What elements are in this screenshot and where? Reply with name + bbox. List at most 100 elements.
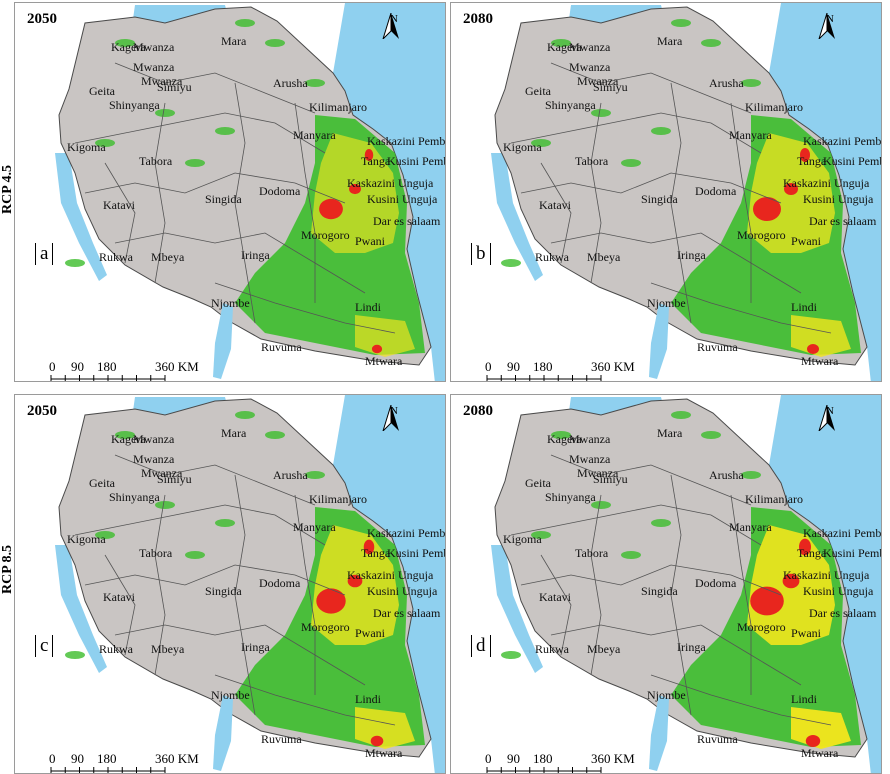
lake-tanganyika	[491, 153, 543, 281]
region-label: Singida	[205, 192, 242, 206]
region-label: Morogoro	[737, 228, 786, 242]
region-label: Arusha	[273, 468, 308, 482]
region-label: Kagera	[111, 40, 146, 54]
region-label: Tabora	[575, 546, 609, 560]
region-label: Pwani	[791, 234, 822, 248]
region-label: Mwanza	[569, 40, 611, 54]
indian-ocean	[769, 395, 881, 773]
region-label: Singida	[641, 192, 678, 206]
scale-label: 360 KM	[155, 751, 199, 766]
suitability-zones	[501, 19, 861, 357]
row-label-rcp45: RCP 4.5	[0, 165, 15, 215]
panel-year: 2050	[27, 11, 57, 27]
scale-label: 90	[71, 751, 84, 766]
region-label: Lindi	[355, 300, 382, 314]
region-label: Ruvuma	[697, 340, 738, 354]
region-label: Pwani	[791, 626, 822, 640]
region-label: Kaskazini Unguja	[783, 568, 870, 582]
regional-borders	[510, 454, 832, 726]
region-label: Kilimanjaro	[745, 492, 803, 506]
region-label: Mtwara	[365, 746, 403, 760]
lake-tanganyika	[55, 545, 107, 673]
scale-label: 0	[485, 751, 492, 766]
north-arrow-icon: N	[817, 13, 843, 39]
scale-bar	[50, 767, 166, 773]
region-label: Mwanza	[577, 466, 619, 480]
region-label: Mwanza	[133, 40, 175, 54]
indian-ocean	[769, 3, 881, 381]
region-label: Kaskazini Unguja	[347, 568, 434, 582]
region-label: Kigoma	[67, 140, 106, 154]
region-label: Mwanza	[133, 432, 175, 446]
region-label: Tanga	[797, 546, 827, 560]
region-label: Shinyanga	[545, 98, 596, 112]
scale-label: 360 KM	[591, 359, 635, 374]
region-label: Rukwa	[535, 642, 570, 656]
scale-label: 180	[533, 751, 553, 766]
region-label: Njombe	[211, 296, 250, 310]
scale-label: 0	[485, 359, 492, 374]
region-label: Morogoro	[301, 228, 350, 242]
region-label: Kaskazini Unguja	[347, 176, 434, 190]
region-label: Mtwara	[801, 746, 839, 760]
region-label: Geita	[89, 476, 116, 490]
map-panel-a: Kagera Mwanza Mara Mwanza Mwanza Geita Simiyu S…	[14, 2, 446, 382]
region-label: Kagera	[547, 432, 582, 446]
regional-borders	[510, 62, 832, 334]
region-label: Iringa	[241, 248, 270, 262]
region-label: Kusini Unguja	[367, 192, 438, 206]
north-label: N	[826, 13, 834, 25]
suitability-zones	[65, 19, 425, 357]
region-label: Kigoma	[503, 532, 542, 546]
scale-label: 360 KM	[591, 751, 635, 766]
region-label: Singida	[205, 584, 242, 598]
region-label: Rukwa	[99, 250, 134, 264]
region-label: Mwanza	[569, 452, 611, 466]
panel-letter: d	[471, 635, 491, 657]
region-label: Kusini Unguja	[367, 584, 438, 598]
region-label: Njombe	[211, 688, 250, 702]
region-label: Lindi	[791, 300, 818, 314]
region-label: Rukwa	[535, 250, 570, 264]
region-label: Dodoma	[259, 184, 301, 198]
region-label: Mara	[657, 426, 683, 440]
suitability-zones	[65, 411, 425, 749]
region-label: Geita	[525, 84, 552, 98]
region-label: Mwanza	[141, 466, 183, 480]
region-label: Tabora	[139, 546, 173, 560]
north-label: N	[826, 405, 834, 417]
region-label: Dodoma	[695, 576, 737, 590]
region-label: Iringa	[241, 640, 270, 654]
row-label-rcp85: RCP 8.5	[0, 545, 15, 595]
region-label: Kilimanjaro	[309, 100, 367, 114]
panel-letter: b	[471, 243, 491, 265]
region-label: Kusini Pemba	[823, 154, 882, 168]
region-label: Mtwara	[365, 354, 403, 368]
north-label: N	[390, 405, 398, 417]
region-label: Tabora	[139, 154, 173, 168]
panel-year: 2050	[27, 403, 57, 419]
scale-label: 90	[507, 359, 520, 374]
north-arrow-icon: N	[381, 13, 407, 39]
indian-ocean	[333, 3, 445, 381]
region-label: Manyara	[729, 520, 772, 534]
region-label: Kusini Unguja	[803, 192, 874, 206]
region-label: Kagera	[111, 432, 146, 446]
region-label: Mtwara	[801, 354, 839, 368]
scale-label: 360 KM	[155, 359, 199, 374]
region-label: Shinyanga	[109, 98, 160, 112]
panel-year: 2080	[463, 403, 493, 419]
region-label: Njombe	[647, 688, 686, 702]
panel-year: 2080	[463, 11, 493, 27]
lake-nyasa	[213, 695, 233, 771]
region-label: Katavi	[539, 590, 572, 604]
region-label: Njombe	[647, 296, 686, 310]
regional-borders	[74, 454, 396, 726]
region-label: Kusini Pemba	[823, 546, 882, 560]
indian-ocean	[333, 395, 445, 773]
region-label: Mbeya	[151, 250, 185, 264]
region-label: Pwani	[355, 626, 386, 640]
region-label: Dar es salaam	[373, 214, 441, 228]
region-label: Dar es salaam	[373, 606, 441, 620]
